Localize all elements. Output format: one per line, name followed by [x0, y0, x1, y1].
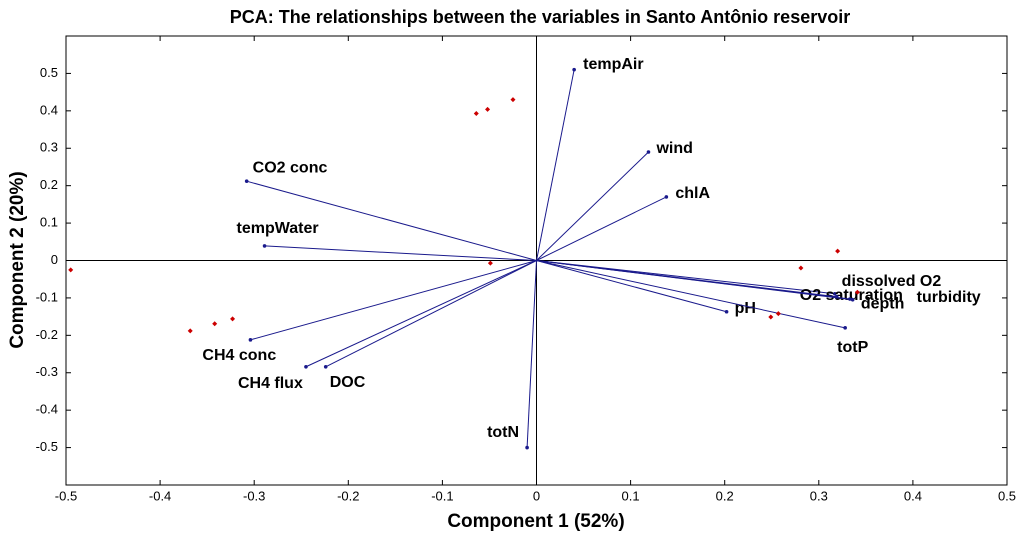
y-tick-label: 0: [51, 252, 58, 267]
vector-tip: [262, 244, 267, 248]
loading-vector: [305, 260, 537, 368]
observation-point: [775, 311, 781, 317]
loading-vector: [246, 180, 537, 261]
observation-point: [510, 97, 516, 103]
vector-tip: [832, 292, 837, 296]
x-tick-label: 0.3: [810, 488, 828, 503]
x-axis-label: Component 1 (52%): [447, 511, 624, 532]
y-tick-label: -0.4: [36, 402, 58, 417]
loading-vector: [264, 245, 537, 261]
observation-point: [768, 314, 774, 320]
x-tick-label: 0.5: [998, 488, 1016, 503]
loading-vector: [536, 151, 649, 261]
loading-vector: [536, 260, 853, 301]
loading-vector: [526, 260, 537, 448]
y-tick-label: 0.1: [40, 215, 58, 230]
vector-tip: [843, 326, 847, 330]
loading-vector: [250, 260, 537, 341]
x-tick-label: -0.4: [149, 488, 171, 503]
x-tick-label: 0.2: [716, 488, 734, 503]
y-tick-label: -0.2: [36, 327, 58, 342]
vector-tip: [304, 364, 308, 369]
loading-vector: [536, 260, 727, 313]
y-tick-label: 0.2: [40, 177, 58, 192]
x-tick-label: -0.5: [55, 488, 77, 503]
vector-tip: [724, 309, 729, 314]
vector-label: DOC: [330, 374, 366, 391]
y-tick-label: -0.3: [36, 364, 58, 379]
y-tick-label: 0.5: [40, 65, 58, 80]
x-tick-label: -0.1: [431, 488, 453, 503]
observation-point: [187, 328, 193, 334]
observation-point: [473, 110, 479, 116]
vector-label: tempAir: [583, 56, 643, 73]
vector-label: CO2 conc: [253, 159, 328, 176]
observation-point: [487, 260, 493, 266]
vector-tip: [646, 150, 651, 154]
vector-label: dissolved O2: [842, 273, 942, 290]
vector-label: pH: [735, 300, 756, 317]
vector-label: wind: [655, 140, 692, 157]
x-tick-label: -0.2: [337, 488, 359, 503]
vector-label: turbidity: [917, 289, 981, 306]
vector-label: chlA: [675, 185, 710, 202]
chart-title: PCA: The relationships between the varia…: [230, 7, 850, 27]
loading-vector: [536, 69, 575, 261]
vector-tip: [850, 297, 855, 302]
observation-point: [854, 289, 860, 295]
loading-vector: [325, 260, 537, 368]
vector-label: CH4 flux: [238, 375, 303, 392]
y-tick-label: 0.3: [40, 140, 58, 155]
vector-tip: [323, 364, 328, 369]
y-tick-label: -0.1: [36, 289, 58, 304]
loading-vector: [536, 260, 846, 329]
vector-label: totN: [487, 424, 519, 441]
y-tick-label: -0.5: [36, 439, 58, 454]
vector-label: CH4 conc: [202, 347, 276, 364]
vector-label: totP: [837, 339, 868, 356]
observation-point: [230, 316, 236, 322]
x-tick-label: 0.1: [622, 488, 640, 503]
vector-tip: [244, 179, 249, 183]
x-tick-label: 0.4: [904, 488, 922, 503]
vector-tip: [572, 67, 576, 72]
observation-point: [68, 267, 74, 273]
observation-point: [485, 106, 491, 112]
y-axis-label: Component 2 (20%): [7, 171, 28, 348]
y-tick-label: 0.4: [40, 102, 58, 117]
vector-label: O2 saturation: [800, 287, 903, 304]
vector-tip: [664, 195, 669, 199]
x-tick-label: 0: [533, 488, 540, 503]
vector-tip: [248, 338, 253, 342]
observation-point: [835, 248, 841, 254]
vector-label: tempWater: [237, 220, 319, 237]
observation-point: [798, 265, 804, 271]
vector-tip: [525, 445, 529, 450]
x-tick-label: -0.3: [243, 488, 265, 503]
observation-point: [212, 321, 218, 327]
vector-label: depth: [861, 295, 905, 312]
loading-vector: [536, 196, 667, 261]
